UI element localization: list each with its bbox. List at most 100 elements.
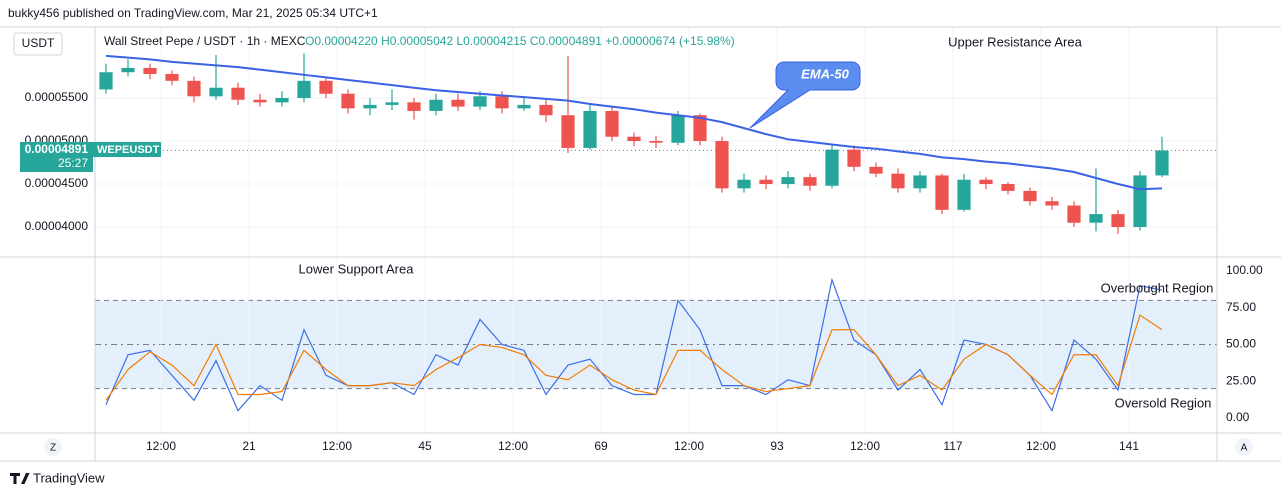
x-tick-label: 21	[242, 439, 256, 453]
y-tick-label: 0.00005500	[25, 90, 89, 104]
candle-body	[1111, 214, 1125, 228]
candle-body	[1045, 201, 1059, 206]
candle-body	[275, 98, 289, 103]
candle-body	[561, 115, 575, 148]
candle-body	[913, 175, 927, 189]
x-tick-label: 141	[1119, 439, 1139, 453]
ema-line	[105, 54, 1163, 191]
candle-body	[1133, 175, 1147, 228]
button[interactable]	[1235, 438, 1253, 456]
candle-body	[627, 136, 641, 142]
x-tick-label: 69	[594, 439, 608, 453]
ema-callout	[749, 61, 861, 129]
ema-label: EMA-50	[801, 66, 849, 81]
candle-body	[649, 141, 663, 143]
candle-body	[231, 87, 245, 100]
candle-body	[803, 177, 817, 186]
candle-body	[1023, 190, 1037, 202]
oscillator-line	[105, 314, 1163, 401]
y-tick-label: 25.00	[1226, 373, 1256, 387]
candle-body	[385, 102, 399, 105]
candle-body	[583, 110, 597, 148]
ticker-tag	[93, 142, 161, 157]
y-tick-label: 100.00	[1226, 263, 1263, 277]
ohlc: O0.00004220 H0.00005042 L0.00004215 C0.0…	[305, 34, 735, 48]
logo	[10, 473, 30, 484]
annotation: Overbought Region	[1101, 280, 1214, 295]
x-tick-label: 12:00	[1026, 439, 1056, 453]
candle-body	[341, 93, 355, 109]
y-tick-label: 0.00004000	[25, 219, 89, 233]
x-tick-label: 93	[770, 439, 784, 453]
candle-body	[605, 110, 619, 137]
candle-body	[957, 179, 971, 210]
y-tick-label: 0.00004500	[25, 176, 89, 190]
symbol: Wall Street Pepe / USDT · 1h · MEXC	[104, 34, 306, 48]
candle-body	[429, 99, 443, 111]
marks	[95, 53, 1217, 413]
left-scale-bg	[0, 27, 95, 461]
candle-body	[693, 115, 707, 142]
countdown: 25:27	[58, 156, 88, 170]
currency[interactable]: USDT	[22, 36, 55, 50]
candle-body	[187, 80, 201, 97]
x-tick-label: 12:00	[146, 439, 176, 453]
brand: TradingView	[33, 470, 105, 485]
candle-body	[539, 104, 553, 116]
x-tick-label: 12:00	[498, 439, 528, 453]
candle-body	[935, 175, 949, 210]
candle-body	[209, 87, 223, 97]
candle-body	[297, 80, 311, 99]
candle-body	[825, 149, 839, 186]
candle-body	[407, 102, 421, 111]
candle-body	[99, 72, 113, 90]
x-tick-label: 12:00	[322, 439, 352, 453]
currency-box[interactable]	[13, 32, 63, 56]
candle-body	[495, 96, 509, 109]
x-tick-label: 45	[418, 439, 432, 453]
overlay: 0.000055000.000050000.000045000.00004000…	[25, 34, 1263, 453]
candle-body	[847, 149, 861, 167]
candle-body	[451, 99, 465, 107]
annotation: Oversold Region	[1115, 395, 1212, 410]
ticker: WEPEUSDT	[97, 144, 160, 156]
candle-body	[1155, 150, 1169, 176]
button[interactable]	[44, 438, 62, 456]
candle-body	[165, 73, 179, 81]
x-tick-label: 117	[943, 439, 962, 453]
candle-body	[363, 104, 377, 109]
y-tick-label: 0.00	[1226, 410, 1250, 424]
candle-body	[517, 104, 531, 109]
candle-body	[759, 179, 773, 185]
candle-body	[979, 179, 993, 185]
candle-body	[1001, 184, 1015, 191]
candle-body	[1067, 205, 1081, 223]
candle-body	[737, 179, 751, 189]
candle-body	[473, 96, 487, 107]
candle-body	[781, 177, 795, 185]
annotation: Lower Support Area	[299, 261, 415, 276]
byline: bukky456 published on TradingView.com, M…	[8, 6, 378, 20]
candle-body	[869, 166, 883, 174]
candle-body	[671, 115, 685, 143]
candle-body	[143, 67, 157, 74]
x-tick-label: 12:00	[850, 439, 880, 453]
right-scale-bg	[1217, 27, 1281, 461]
button-label[interactable]: Z	[50, 443, 56, 454]
grid	[95, 27, 1217, 433]
candle-body	[715, 141, 729, 189]
y-tick-label: 50.00	[1226, 337, 1256, 351]
candle-body	[253, 99, 267, 103]
x-tick-label: 12:00	[674, 439, 704, 453]
candle-body	[1089, 214, 1103, 223]
candle-body	[121, 67, 135, 73]
price-tag	[20, 142, 93, 172]
annotation: Upper Resistance Area	[948, 34, 1082, 49]
price-tag-value: 0.00004891	[25, 142, 89, 156]
candle-body	[319, 80, 333, 94]
candle-body	[891, 173, 905, 189]
y-tick-label: 75.00	[1226, 300, 1256, 314]
button-label[interactable]: A	[1241, 443, 1248, 454]
